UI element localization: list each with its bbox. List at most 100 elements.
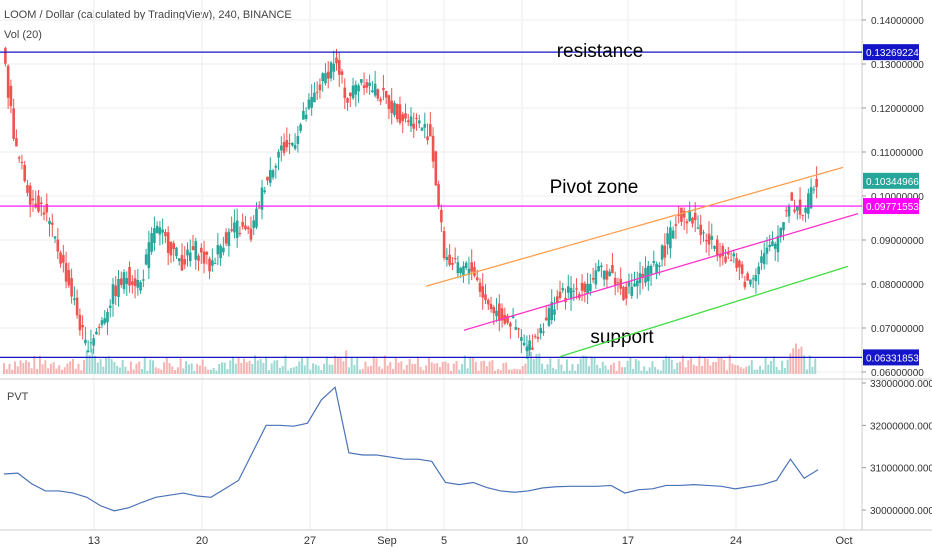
volume-bar	[541, 363, 544, 374]
candle-body	[324, 73, 327, 84]
volume-bar	[659, 370, 662, 374]
volume-bar	[215, 370, 218, 374]
candle-body	[224, 232, 228, 244]
volume-bar	[590, 356, 593, 374]
volume-bar	[201, 359, 204, 374]
volume-bar	[129, 361, 132, 374]
volume-bar	[386, 365, 389, 374]
candle-body	[575, 288, 578, 290]
candle-body	[658, 265, 661, 267]
volume-bar	[306, 356, 309, 374]
volume-bar	[358, 369, 361, 374]
volume-bar	[292, 367, 295, 374]
volume-bar	[331, 364, 334, 374]
volume-bar	[400, 361, 403, 374]
candle-body	[255, 208, 258, 228]
candle-body	[48, 220, 51, 225]
volume-bar	[229, 360, 232, 374]
candle-body	[131, 281, 134, 285]
volume-bar	[22, 363, 25, 374]
price-axis-label: 0.10000000	[871, 192, 924, 203]
volume-bar	[491, 360, 494, 374]
volume-bar	[378, 366, 381, 374]
volume-bar	[629, 357, 632, 374]
candle-body	[59, 252, 62, 264]
volume-bar	[198, 365, 201, 374]
volume-bar	[477, 370, 480, 374]
candle-body	[211, 260, 214, 266]
volume-bar	[469, 357, 472, 374]
candle-body	[155, 225, 159, 234]
volume-bar	[524, 363, 527, 374]
candle-body	[288, 143, 291, 145]
volume-bar	[645, 370, 648, 374]
candle-body	[437, 184, 440, 206]
volume-bar	[648, 367, 651, 374]
volume-bar	[521, 366, 524, 374]
volume-bar	[267, 370, 270, 374]
candle-body	[553, 309, 556, 315]
candle-body	[368, 82, 371, 87]
volume-bar	[472, 357, 475, 374]
chart-title: LOOM / Dollar (calculated by TradingView…	[4, 9, 292, 21]
candle-body	[467, 268, 471, 275]
volume-bar	[232, 356, 235, 374]
candle-body	[89, 342, 93, 344]
candle-body	[600, 265, 603, 268]
volume-bar	[416, 356, 419, 374]
volume-bar	[786, 359, 789, 374]
candle-body	[569, 287, 573, 300]
volume-bar	[383, 355, 386, 374]
candle-body	[539, 327, 542, 334]
candle-body	[202, 251, 206, 264]
volume-bar	[557, 358, 560, 374]
candle-body	[180, 255, 184, 271]
volume-bar	[325, 356, 328, 374]
volume-bar	[634, 359, 637, 374]
volume-bar	[422, 370, 425, 374]
volume-bar	[16, 366, 19, 374]
price-tag-label: 0.13269224	[866, 48, 919, 59]
volume-bar	[800, 346, 803, 374]
candle-body	[122, 272, 126, 290]
candle-body	[426, 136, 429, 141]
volume-bar	[345, 350, 348, 374]
volume-bar	[684, 367, 687, 374]
volume-bar	[226, 369, 229, 374]
volume-bar	[745, 366, 748, 374]
candle-body	[208, 258, 211, 272]
volume-bar	[714, 362, 717, 374]
volume-bar	[157, 368, 160, 374]
candle-body	[688, 210, 691, 221]
volume-bar	[430, 362, 433, 374]
candle-body	[589, 283, 592, 292]
candle-body	[691, 217, 694, 224]
volume-bar	[127, 370, 130, 374]
volume-bar	[209, 369, 212, 374]
volume-bar	[301, 357, 304, 374]
volume-bar	[110, 359, 113, 374]
volume-bar	[5, 369, 8, 374]
volume-bar	[149, 359, 152, 374]
candle-body	[315, 91, 319, 93]
candle-body	[95, 331, 98, 335]
candle-body	[608, 271, 611, 276]
candle-body	[434, 151, 438, 186]
candle-body	[776, 235, 780, 253]
channel-bottom-line	[559, 265, 849, 358]
candle-body	[415, 118, 418, 120]
channel-top-line	[425, 166, 844, 287]
candle-body	[544, 317, 548, 321]
candle-body	[503, 314, 507, 324]
volume-bar	[303, 365, 306, 374]
candle-body	[103, 318, 107, 324]
candle-body	[219, 245, 222, 259]
candle-body	[274, 165, 278, 168]
time-axis-label: 13	[88, 535, 100, 547]
volume-bar	[132, 369, 135, 374]
volume-bar	[695, 366, 698, 374]
candle-body	[478, 282, 482, 292]
volume-bar	[681, 355, 684, 374]
volume-bar	[259, 358, 262, 374]
